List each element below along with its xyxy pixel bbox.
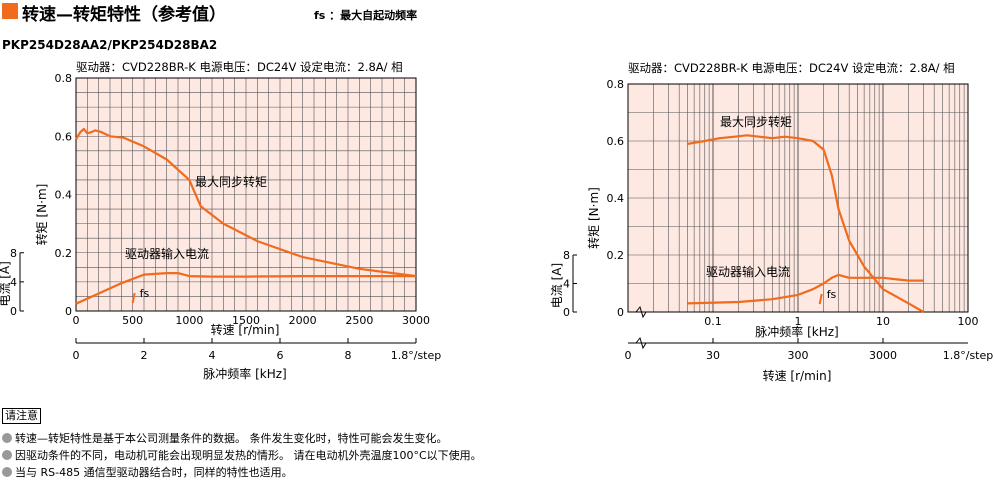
x2-axis-label: 转速 [r/min] — [763, 368, 832, 383]
y-tick-label: 0.8 — [55, 72, 73, 85]
fs-marker — [818, 293, 823, 305]
x-tick-label: 0 — [73, 314, 80, 327]
y2-tick-label: 4 — [563, 278, 570, 291]
torque-curve — [687, 134, 925, 313]
x2-tick-label: 8 — [345, 349, 352, 362]
y2-tick-label: 8 — [563, 249, 570, 262]
series-label: 驱动器输入电流 — [125, 246, 209, 261]
y2-tick-label: 4 — [10, 276, 17, 289]
y-tick-label: 0.6 — [607, 135, 625, 148]
x-tick-label: 10 — [876, 315, 890, 328]
note-text: 因驱动条件的不同，电动机可能会出现明显发热的情形。 请在电动机外壳温度100°C… — [15, 449, 482, 462]
series-label: 最大同步转矩 — [720, 114, 792, 129]
chart-subtitle: 驱动器：CVD228BR-K 电源电压：DC24V 设定电流：2.8A/ 相 — [76, 60, 403, 74]
x-tick-label: 1 — [795, 315, 802, 328]
x-tick-label: 2000 — [289, 314, 317, 327]
x2-tick-label: 300 — [788, 349, 809, 362]
x-tick-label: 1500 — [232, 314, 260, 327]
series-label: 最大同步转矩 — [195, 174, 267, 189]
x-tick-label: 3000 — [402, 314, 430, 327]
y-axis-label: 转矩 [N·m] — [586, 187, 601, 249]
fs-label: fs — [140, 287, 150, 300]
x2-unit-label: 1.8°/step — [943, 349, 994, 362]
x-tick-label: 0.1 — [704, 315, 722, 328]
notes-title: 请注意 — [2, 408, 41, 424]
x2-tick-label: 6 — [277, 349, 284, 362]
charts-canvas: 驱动器：CVD228BR-K 电源电压：DC24V 设定电流：2.8A/ 相00… — [0, 60, 994, 383]
x-tick-label: 1000 — [175, 314, 203, 327]
bullet-icon — [2, 467, 12, 477]
y-tick-label: 0.6 — [55, 130, 73, 143]
y-tick-label: 0.2 — [607, 249, 625, 262]
fs-note: fs ：最大自起动频率 — [314, 9, 418, 22]
page-title: 转速—转矩特性（参考值） — [22, 5, 226, 25]
y-tick-label: 0.8 — [607, 78, 625, 91]
y-tick-label: 0 — [617, 306, 624, 319]
plot-frame — [75, 77, 417, 312]
y2-tick-label: 0 — [10, 305, 17, 318]
y2-tick-label: 8 — [10, 247, 17, 260]
y-axis-label: 转矩 [N·m] — [34, 184, 49, 246]
note-item: 转速—转矩特性是基于本公司测量条件的数据。 条件发生变化时，特性可能会发生变化。 — [2, 430, 448, 446]
y2-tick-label: 0 — [563, 306, 570, 319]
x-tick-label: 100 — [958, 315, 979, 328]
x2-tick-label: 0 — [73, 349, 80, 362]
x2-unit-label: 1.8°/step — [391, 349, 442, 362]
x2-tick-label: 3000 — [869, 349, 897, 362]
note-text: 转速—转矩特性是基于本公司测量条件的数据。 条件发生变化时，特性可能会发生变化。 — [15, 432, 448, 445]
axis-break-icon — [635, 305, 647, 319]
y2-axis-label: 电流 [A] — [550, 263, 564, 308]
current-curve — [75, 272, 416, 305]
fs-label: fs — [827, 288, 837, 301]
bullet-icon — [2, 433, 12, 443]
y-tick-label: 0.4 — [55, 189, 73, 202]
chart-subtitle: 驱动器：CVD228BR-K 电源电压：DC24V 设定电流：2.8A/ 相 — [628, 61, 955, 75]
x-tick-label: 2500 — [345, 314, 373, 327]
note-item: 因驱动条件的不同，电动机可能会出现明显发热的情形。 请在电动机外壳温度100°C… — [2, 447, 482, 463]
x2-tick-label: 2 — [141, 349, 148, 362]
y-tick-label: 0.2 — [55, 247, 73, 260]
note-item: 当与 RS-485 通信型驱动器结合时，同样的特性也适用。 — [2, 464, 293, 480]
x-tick-label: 500 — [122, 314, 143, 327]
y2-axis-label: 电流 [A] — [0, 261, 12, 306]
y-tick-label: 0.4 — [607, 192, 625, 205]
plot-frame — [627, 83, 969, 313]
current-curve — [687, 273, 924, 305]
x2-tick-label: 4 — [209, 349, 216, 362]
x2-tick-label: 0 — [625, 349, 632, 362]
x-axis-label: 脉冲频率 [kHz] — [755, 324, 838, 339]
x-axis-label: 转速 [r/min] — [211, 322, 280, 337]
title-marker — [2, 3, 18, 19]
note-text: 当与 RS-485 通信型驱动器结合时，同样的特性也适用。 — [15, 466, 293, 479]
series-label: 驱动器输入电流 — [706, 264, 790, 279]
model-number: PKP254D28AA2/PKP254D28BA2 — [2, 38, 218, 52]
bullet-icon — [2, 450, 12, 460]
torque-curve — [75, 127, 417, 278]
x2-tick-label: 30 — [706, 349, 720, 362]
fs-marker — [131, 292, 136, 304]
axis-break-icon — [635, 336, 647, 350]
x2-axis-label: 脉冲频率 [kHz] — [203, 366, 286, 381]
y-tick-label: 0 — [65, 305, 72, 318]
